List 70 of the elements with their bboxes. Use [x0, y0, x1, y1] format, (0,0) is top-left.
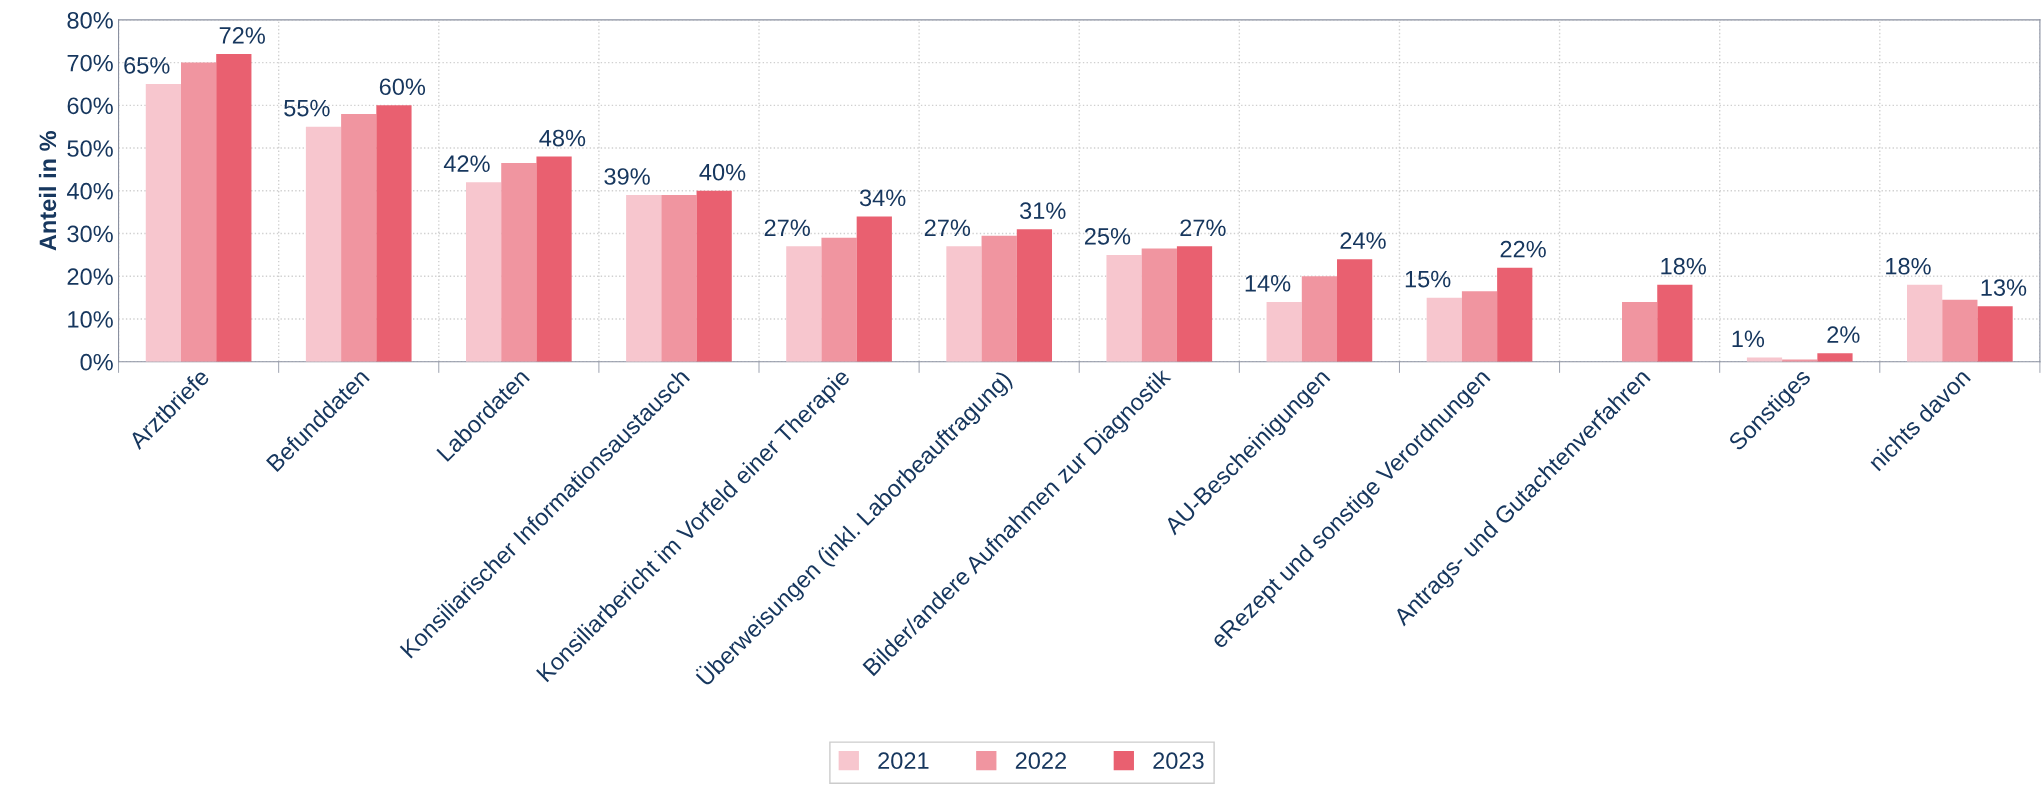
data-label: 27%: [924, 219, 971, 237]
bar: [856, 216, 892, 362]
legend-label: 2022: [1015, 752, 1066, 770]
bar: [1461, 291, 1498, 362]
bar: [1746, 357, 1783, 362]
y-axis-title: Anteil in %: [38, 131, 57, 251]
data-label: 25%: [1084, 227, 1131, 245]
bar: [501, 163, 537, 362]
data-label: 39%: [604, 168, 650, 185]
bar: [786, 246, 822, 362]
legend-label: 2021: [878, 752, 929, 770]
bar: [1977, 306, 2013, 362]
data-label: 27%: [1180, 219, 1226, 237]
data-label: 18%: [1661, 257, 1706, 275]
bar: [1016, 229, 1053, 362]
data-label: 14%: [1245, 275, 1291, 292]
bar: [981, 235, 1017, 362]
data-label: 42%: [443, 155, 490, 172]
bar: [1176, 246, 1213, 362]
data-label: 34%: [859, 189, 906, 207]
bar: [1942, 299, 1978, 362]
y-tick-label: 30%: [67, 225, 113, 243]
data-label: 24%: [1340, 232, 1386, 249]
bar: [1907, 284, 1943, 362]
y-tick-label: 70%: [67, 54, 113, 72]
bar: [1337, 259, 1373, 362]
data-label: 18%: [1886, 257, 1931, 275]
y-tick-label: 50%: [67, 140, 113, 157]
data-label: 22%: [1500, 240, 1546, 258]
y-tick-label: 40%: [66, 182, 113, 200]
bar: [216, 54, 252, 362]
data-label: 13%: [1981, 279, 2027, 296]
bar: [821, 237, 857, 362]
bar: [466, 182, 502, 362]
bar: [1622, 301, 1658, 362]
data-label: 31%: [1020, 202, 1066, 220]
data-label: 2%: [1827, 326, 1860, 343]
bar: [626, 195, 662, 362]
data-label: 48%: [539, 129, 586, 147]
data-label: 1%: [1732, 330, 1765, 348]
data-label: 55%: [284, 99, 330, 117]
bar: [661, 195, 697, 362]
bar: [1426, 297, 1462, 362]
bar: [946, 246, 982, 362]
bar: [376, 105, 412, 362]
data-label: 65%: [124, 57, 170, 74]
y-tick-label: 20%: [67, 268, 113, 286]
data-label: 72%: [219, 27, 265, 44]
bar: [1497, 267, 1533, 362]
bar: [145, 83, 181, 362]
bar: [1301, 276, 1338, 362]
data-label: 27%: [764, 219, 810, 237]
y-tick-label: 60%: [67, 97, 113, 115]
bar: [696, 190, 732, 362]
legend-label: 2023: [1153, 752, 1204, 770]
y-tick-label: 10%: [68, 311, 113, 328]
bar: [1817, 353, 1853, 362]
bar: [341, 113, 377, 362]
bar: [1266, 301, 1302, 362]
data-label: 15%: [1405, 270, 1451, 288]
bar: [1106, 254, 1142, 362]
bar: [1657, 284, 1693, 362]
y-tick-label: 0%: [80, 353, 113, 371]
bar: [536, 156, 572, 362]
data-label: 60%: [379, 78, 426, 96]
data-label: 40%: [699, 163, 746, 181]
bar: [181, 62, 217, 362]
bar: [305, 126, 342, 362]
y-tick-label: 80%: [67, 11, 113, 29]
bar: [1141, 248, 1177, 362]
